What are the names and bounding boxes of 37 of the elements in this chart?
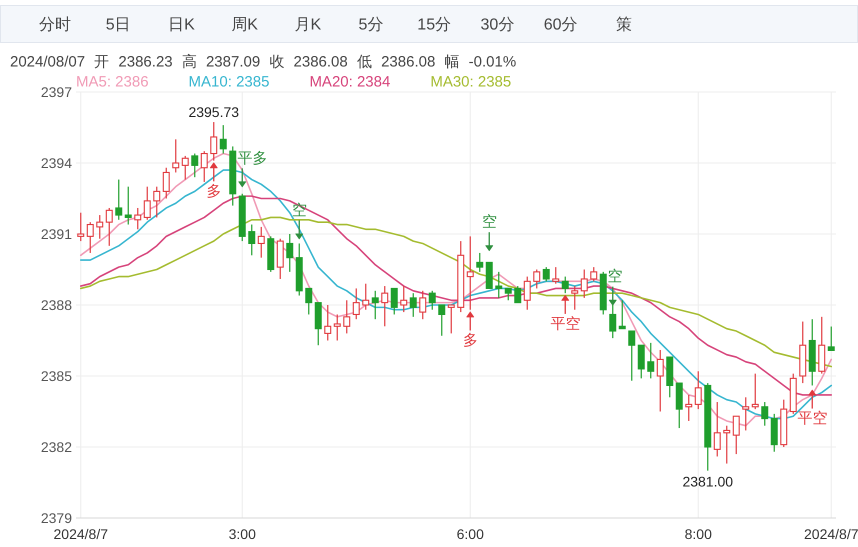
legend-item: MA30: 2385 xyxy=(430,74,512,90)
signal-label: 平空 xyxy=(797,410,828,428)
tab-label: 15分 xyxy=(417,16,452,34)
y-tick: 2382 xyxy=(40,439,72,455)
x-tick: 6:00 xyxy=(456,526,484,542)
tab-label: 周K xyxy=(231,16,258,34)
y-tick: 2391 xyxy=(40,226,72,242)
y-tick: 2397 xyxy=(40,84,72,100)
x-tick: 8:00 xyxy=(684,526,712,542)
signal-label: 平空 xyxy=(550,315,580,332)
x-tick: 2024/8/7 xyxy=(54,526,108,542)
signal-label: 多 xyxy=(462,332,478,349)
tab-label: 月K xyxy=(294,16,322,34)
legend-item: MA5: 2386 xyxy=(76,74,149,90)
y-tick: 2385 xyxy=(40,368,72,384)
y-tick: 2394 xyxy=(40,155,72,171)
y-tick: 2379 xyxy=(40,510,72,526)
signal-label: 空 xyxy=(607,268,622,286)
legend-item: MA10: 2385 xyxy=(188,74,270,90)
tab-label: 60分 xyxy=(544,16,578,34)
signal-label: 平多 xyxy=(237,150,268,167)
subtitle: 2024/08/07 开 2386.23 高 2387.09 收 2386.08 低 2386.08 幅 -0.01% xyxy=(10,54,516,70)
signal-label: 空 xyxy=(482,214,497,231)
legend-item: MA20: 2384 xyxy=(309,74,390,90)
annotation: 2381.00 xyxy=(682,474,734,490)
tab-label: 分时 xyxy=(39,16,71,34)
tab-label: 5日 xyxy=(106,16,131,34)
annotation: 2395.73 xyxy=(188,104,240,120)
tab-label: 策 xyxy=(616,16,632,34)
tab-label: 30分 xyxy=(480,16,514,34)
x-tick: 3:00 xyxy=(228,526,256,542)
signal-label: 空 xyxy=(292,202,307,219)
tab-label: 日K xyxy=(168,16,195,34)
signal-label: 多 xyxy=(206,182,222,200)
x-tick: 2024/8/7 xyxy=(804,526,858,542)
y-tick: 2388 xyxy=(40,297,72,313)
tab-label: 5分 xyxy=(358,16,384,34)
